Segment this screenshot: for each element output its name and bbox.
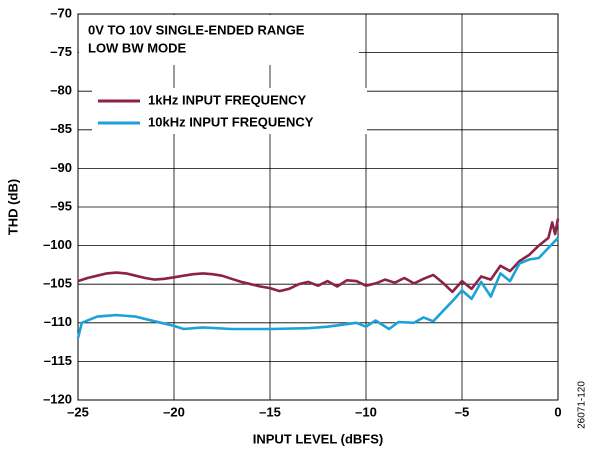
y-tick-label: –115 — [44, 353, 72, 368]
x-tick-label: 0 — [554, 404, 561, 419]
y-tick-label: –105 — [43, 276, 72, 291]
x-tick-label: –5 — [455, 404, 469, 419]
y-tick-label: –80 — [50, 83, 72, 98]
x-tick-label: –10 — [355, 404, 377, 419]
y-tick-label: –75 — [50, 44, 72, 59]
annotation-box — [79, 15, 359, 65]
x-axis-label: INPUT LEVEL (dBFS) — [253, 431, 383, 446]
annotation: LOW BW MODE — [88, 40, 187, 55]
x-tick-label: –25 — [67, 404, 89, 419]
y-tick-label: –90 — [50, 160, 72, 175]
y-axis-label: THD (dB) — [5, 179, 20, 235]
y-tick-label: –100 — [43, 237, 72, 252]
legend-label: 10kHz INPUT FREQUENCY — [148, 114, 314, 129]
y-tick-label: –85 — [50, 121, 72, 136]
x-tick-label: –15 — [259, 404, 281, 419]
figure-code: 26071-120 — [577, 381, 588, 429]
annotation: 0V TO 10V SINGLE-ENDED RANGE — [88, 22, 305, 37]
legend-label: 1kHz INPUT FREQUENCY — [148, 92, 307, 107]
y-tick-label: –70 — [50, 5, 72, 20]
y-tick-label: –95 — [50, 198, 72, 213]
legend-box — [92, 88, 367, 134]
data-line — [76, 236, 559, 339]
x-tick-label: –20 — [163, 404, 185, 419]
y-tick-label: –110 — [44, 314, 72, 329]
y-tick-label: –120 — [43, 391, 72, 406]
data-line — [77, 218, 560, 294]
plot-frame — [77, 13, 559, 401]
